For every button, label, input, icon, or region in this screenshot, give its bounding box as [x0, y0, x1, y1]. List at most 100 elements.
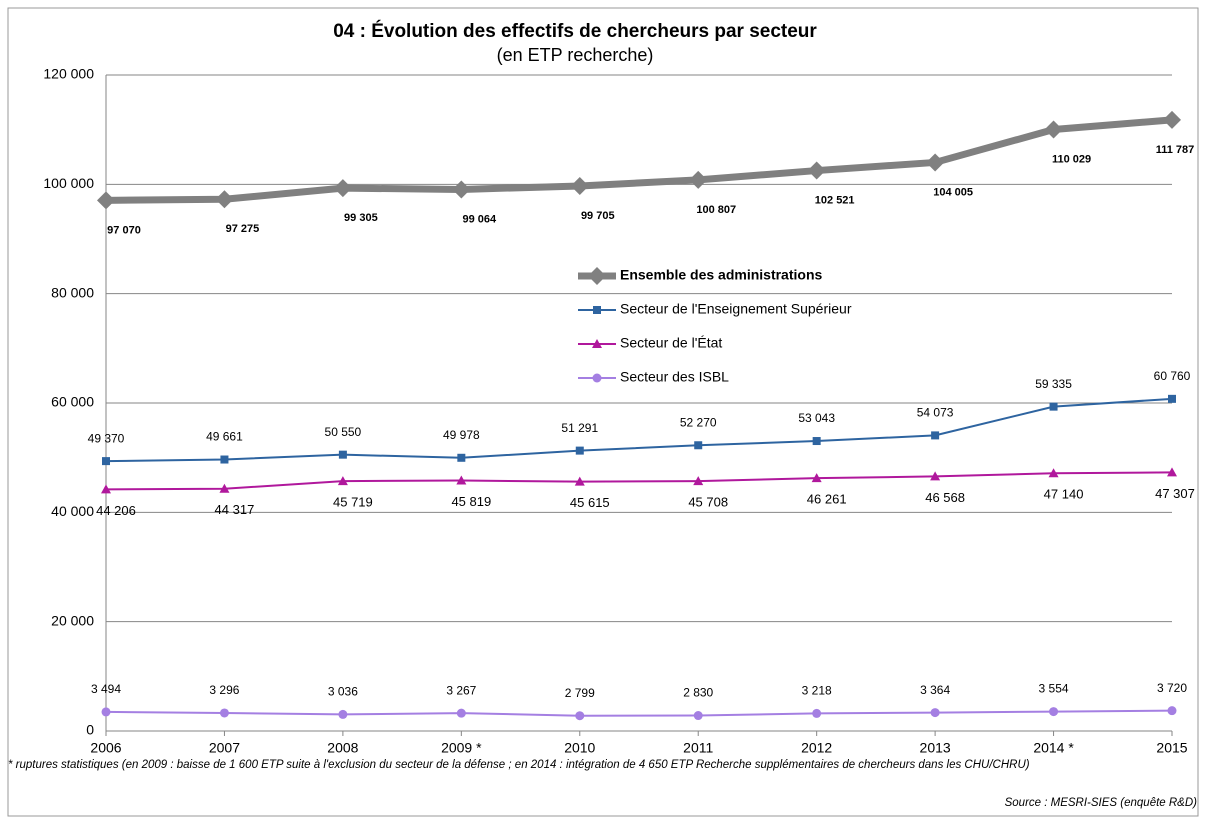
marker: [926, 153, 945, 172]
marker: [215, 190, 234, 209]
data-label: 99 305: [344, 212, 378, 224]
chart-title: 04 : Évolution des effectifs de chercheu…: [333, 20, 817, 42]
marker: [930, 708, 940, 718]
marker: [575, 446, 584, 455]
marker: [1167, 467, 1177, 477]
x-tick-label: 2012: [801, 740, 832, 756]
y-tick-label: 100 000: [43, 175, 94, 191]
marker: [931, 431, 940, 440]
data-label: 44 206: [96, 503, 136, 518]
marker: [101, 484, 111, 494]
marker: [694, 441, 703, 450]
data-label: 2 830: [683, 686, 713, 700]
marker: [457, 453, 466, 462]
series-line: [105, 116, 1173, 204]
marker: [102, 457, 110, 466]
legend-label: Secteur de l'Enseignement Supérieur: [620, 301, 852, 317]
data-label: 47 307: [1155, 486, 1195, 501]
marker: [452, 180, 471, 199]
data-label: 3 036: [328, 685, 358, 699]
data-label: 46 261: [807, 492, 847, 507]
data-label: 54 073: [917, 406, 954, 420]
series-line: [105, 397, 1173, 463]
series-line: [105, 471, 1173, 491]
data-label: 2 799: [565, 686, 595, 700]
data-label: 51 291: [561, 421, 598, 435]
data-label: 47 140: [1044, 487, 1084, 502]
marker: [593, 306, 601, 314]
data-label: 99 705: [581, 210, 615, 222]
data-label: 49 370: [88, 431, 125, 445]
marker: [219, 708, 229, 718]
marker: [97, 191, 115, 210]
marker: [807, 161, 826, 180]
legend-label: Secteur de l'État: [620, 335, 722, 351]
marker: [1048, 468, 1059, 478]
marker: [811, 473, 822, 483]
y-tick-label: 60 000: [51, 394, 94, 410]
marker: [337, 476, 348, 486]
data-label: 49 661: [206, 430, 243, 444]
y-tick-label: 40 000: [51, 503, 94, 519]
x-tick-label: 2014 *: [1033, 740, 1074, 756]
data-label: 102 521: [815, 194, 855, 206]
y-tick-label: 120 000: [43, 66, 94, 82]
data-label: 100 807: [696, 204, 736, 216]
data-label: 3 364: [920, 683, 950, 697]
data-label: 111 787: [1156, 144, 1195, 156]
data-label: 45 819: [451, 494, 491, 509]
marker: [338, 709, 348, 719]
chart-border: [7, 7, 1199, 817]
marker: [101, 707, 111, 717]
data-label: 44 317: [215, 502, 255, 517]
marker: [588, 267, 606, 285]
marker: [456, 708, 466, 718]
data-label: 50 550: [325, 425, 362, 439]
data-label: 3 554: [1039, 682, 1069, 696]
legend-label: Ensemble des administrations: [620, 267, 822, 283]
x-tick-label: 2011: [683, 740, 713, 756]
marker: [592, 373, 602, 383]
data-label: 3 494: [91, 682, 121, 696]
chart-subtitle: (en ETP recherche): [497, 45, 654, 65]
data-label: 3 720: [1157, 681, 1187, 695]
x-tick-label: 2006: [90, 740, 121, 756]
series-line: [105, 709, 1173, 717]
x-tick-label: 2009 *: [441, 740, 482, 756]
marker: [1044, 120, 1063, 139]
marker: [1167, 706, 1177, 716]
data-label: 49 978: [443, 428, 480, 442]
marker: [693, 711, 703, 721]
footnote: * ruptures statistiques (en 2009 : baiss…: [8, 759, 1030, 771]
marker: [333, 179, 352, 198]
marker: [689, 170, 708, 189]
marker: [592, 339, 602, 348]
marker: [338, 450, 347, 459]
marker: [220, 455, 229, 464]
marker: [575, 711, 585, 721]
marker: [812, 437, 821, 446]
y-tick-label: 20 000: [51, 612, 94, 628]
x-tick-label: 2008: [327, 740, 358, 756]
data-label: 52 270: [680, 415, 717, 429]
y-tick-label: 80 000: [51, 284, 94, 300]
marker: [1168, 394, 1176, 403]
data-label: 97 070: [107, 224, 141, 236]
marker: [930, 471, 941, 481]
marker: [1049, 402, 1058, 411]
data-label: 45 615: [570, 495, 610, 510]
legend-label: Secteur des ISBL: [620, 369, 729, 385]
data-label: 110 029: [1052, 153, 1091, 165]
data-label: 45 719: [333, 495, 373, 510]
data-label: 60 760: [1154, 369, 1191, 383]
marker: [693, 476, 704, 486]
marker: [1163, 110, 1181, 129]
x-tick-label: 2010: [564, 740, 595, 756]
data-label: 3 267: [446, 683, 476, 697]
marker: [812, 708, 822, 718]
x-tick-label: 2007: [209, 740, 240, 756]
x-tick-label: 2013: [920, 740, 951, 756]
